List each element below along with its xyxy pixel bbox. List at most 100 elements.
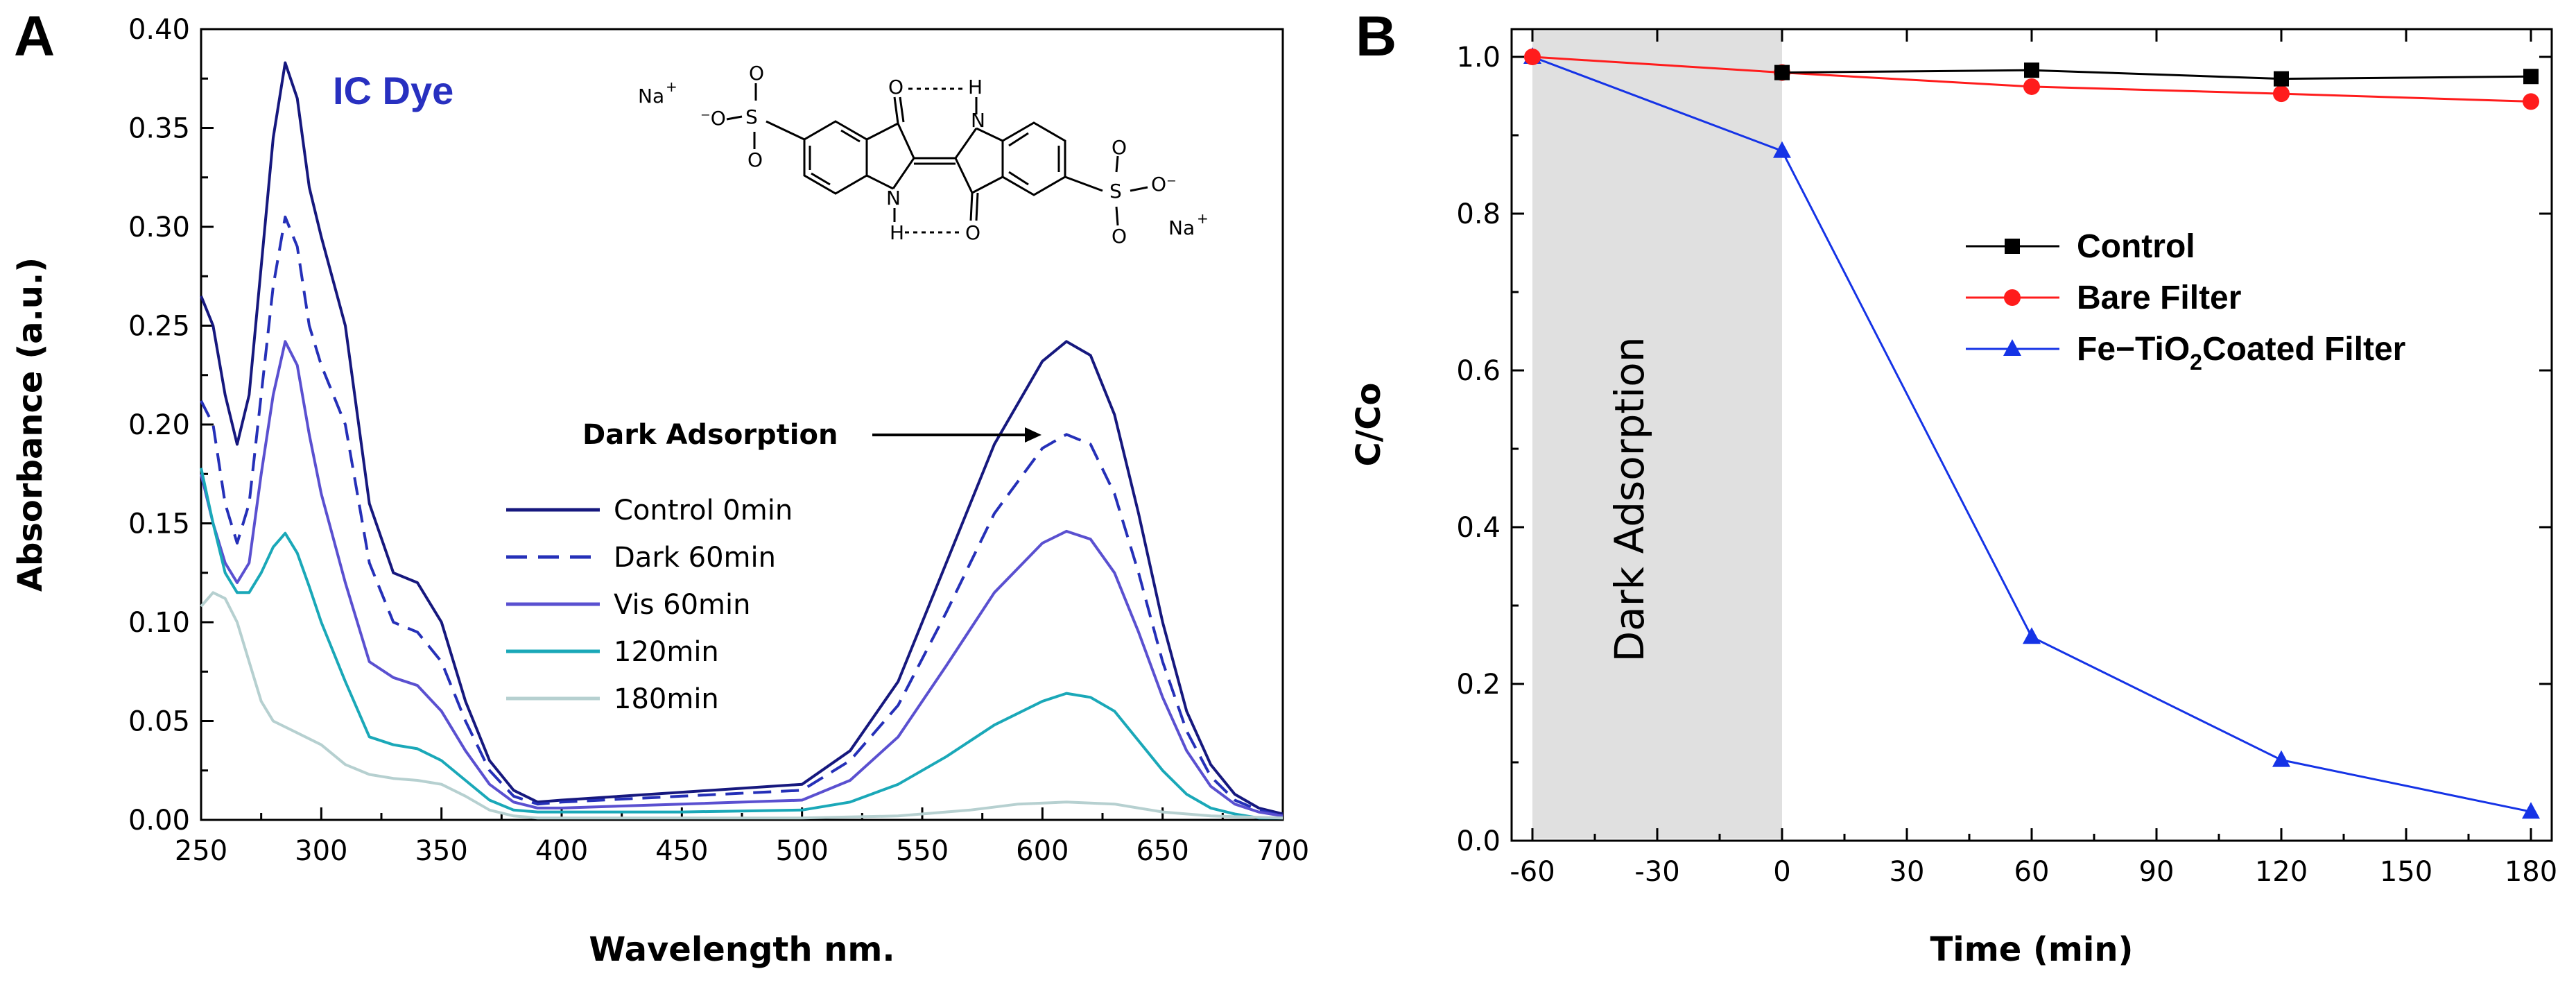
legend-b: Control Bare Filter Fe−TiO2Coated Filter: [1966, 228, 2405, 375]
plot-b: -60 -30 0 30 60 90 120 150 180 0.0 0.2 0.4 0.6 0.8 1.0…: [1349, 28, 2557, 969]
legend-a-label-1: Dark 60min: [614, 542, 776, 574]
panel-label-a: A: [14, 5, 55, 68]
legend-a-label-0: Control 0min: [614, 495, 793, 526]
y-tick-label-a: 0.00: [128, 805, 190, 837]
plot-a-ticks: 250 300 350 400 450 500 550 600 650 700 0.00 0.05 0.…: [128, 14, 1309, 867]
dark-adsorption-annotation: Dark Adsorption: [582, 419, 838, 451]
y-tick-label-a: 0.35: [128, 113, 190, 145]
legend-b-marker-1: [2004, 289, 2021, 306]
o-right-bottom-label: O: [1112, 225, 1127, 248]
x-axis-title-a: Wavelength nm.: [589, 930, 894, 969]
x-tick-label-b: 30: [1890, 856, 1925, 888]
x-tick-label-a: 550: [896, 835, 949, 867]
legend-b-label-0: Control: [2077, 228, 2195, 265]
x-tick-label-a: 700: [1256, 835, 1309, 867]
y-tick-label-b: 0.8: [1456, 198, 1501, 230]
legend-b-label-1: Bare Filter: [2077, 280, 2241, 316]
x-axis-title-b: Time (min): [1930, 930, 2134, 969]
plot-b-ticks: -60 -30 0 30 60 90 120 150 180 0.0 0.2 0.4 0.6 0.8 1.0: [1456, 29, 2557, 888]
series-b-marker-0: [2523, 69, 2539, 85]
x-tick-label-a: 450: [655, 835, 708, 867]
x-tick-label-a: 600: [1016, 835, 1069, 867]
y-tick-label-a: 0.25: [128, 311, 190, 343]
y-tick-label-b: 0.4: [1456, 512, 1501, 544]
x-tick-label-b: 180: [2505, 856, 2557, 888]
y-tick-label-b: 1.0: [1456, 42, 1501, 74]
o-left-minus-label: ⁻O: [700, 107, 726, 130]
plot-b-series: [1523, 47, 2540, 819]
x-tick-label-a: 250: [175, 835, 227, 867]
series-b-marker-2: [2522, 802, 2540, 819]
legend-b-marker-0: [2005, 239, 2020, 254]
legend-b-label-2: Fe−TiO2Coated Filter: [2077, 331, 2405, 375]
y-tick-label-b: 0.2: [1456, 669, 1501, 701]
o-right-minus-label: O⁻: [1151, 173, 1177, 196]
o-left-bottom-label: O: [747, 148, 763, 171]
dark-adsorption-label: Dark Adsorption: [1606, 336, 1653, 662]
x-tick-label-b: 60: [2014, 856, 2050, 888]
y-axis-title-a: Absorbance (a.u.): [11, 257, 50, 592]
series-b-marker-1: [2023, 78, 2040, 95]
legend-a: Control 0min Dark 60min Vis 60min 120min 180…: [506, 495, 793, 715]
x-tick-label-b: 90: [2139, 856, 2175, 888]
legend-a-label-4: 180min: [614, 683, 719, 715]
y-tick-label-a: 0.05: [128, 706, 190, 738]
series-b-line-0: [1781, 69, 2532, 80]
x-tick-label-a: 500: [775, 835, 828, 867]
y-tick-label-b: 0.6: [1456, 355, 1501, 387]
series-a-line-0: [200, 61, 1283, 816]
series-b-marker-0: [2274, 71, 2289, 87]
plot-a-series: [200, 61, 1283, 820]
x-tick-label-b: -30: [1634, 856, 1679, 888]
y-tick-label-a: 0.10: [128, 607, 190, 639]
s-right-label: S: [1109, 180, 1122, 203]
x-tick-label-a: 400: [535, 835, 588, 867]
o-bottom-label: O: [965, 221, 980, 244]
series-b-marker-0: [1774, 65, 1790, 80]
x-tick-label-a: 350: [415, 835, 467, 867]
y-tick-label-b: 0.0: [1456, 825, 1501, 857]
x-tick-label-b: 0: [1773, 856, 1790, 888]
n-top-label: N: [971, 109, 985, 132]
h-top-label: H: [968, 76, 983, 98]
series-a-line-3: [200, 468, 1283, 820]
x-tick-label-a: 300: [295, 835, 347, 867]
series-b-marker-1: [2523, 93, 2539, 110]
legend-a-label-2: Vis 60min: [614, 589, 750, 621]
legend-a-label-3: 120min: [614, 636, 719, 668]
series-b-marker-1: [1524, 49, 1541, 65]
o-top-label: O: [888, 76, 904, 98]
structure-labels: Na S O O ⁻O O H N N H O S O O O⁻ Na + +: [638, 62, 1209, 248]
dark-adsorption-region: [1532, 31, 1782, 839]
ic-dye-label: IC Dye: [333, 69, 453, 112]
x-tick-label-a: 650: [1136, 835, 1188, 867]
h-bottom-label: H: [890, 221, 904, 244]
y-axis-title-b: C/Co: [1349, 383, 1388, 467]
series-b-marker-1: [2273, 85, 2290, 103]
o-left-top-label: O: [749, 62, 764, 85]
series-a-line-4: [200, 591, 1283, 820]
o-right-top-label: O: [1112, 136, 1127, 159]
s-left-label: S: [745, 105, 758, 128]
plot-a: 250 300 350 400 450 500 550 600 650 700 0.00 0.05 0.…: [11, 14, 1309, 969]
indigo-carmine-structure: [726, 83, 1148, 234]
x-tick-label-b: 120: [2255, 856, 2308, 888]
series-b-marker-2: [1773, 141, 1791, 158]
na-right-plus: +: [1197, 210, 1209, 227]
y-tick-label-a: 0.40: [128, 14, 190, 46]
series-a-line-2: [200, 340, 1283, 818]
panel-label-b: B: [1356, 5, 1397, 68]
y-tick-label-a: 0.15: [128, 508, 190, 540]
n-bottom-label: N: [886, 187, 901, 209]
x-tick-label-b: -60: [1510, 856, 1555, 888]
x-tick-label-b: 150: [2380, 856, 2432, 888]
na-left-plus: +: [666, 78, 677, 95]
series-b-marker-2: [2272, 750, 2290, 767]
legend-b-marker-2: [2003, 339, 2021, 356]
y-tick-label-a: 0.20: [128, 409, 190, 441]
series-b-marker-2: [2023, 627, 2041, 644]
na-right-label: Na: [1168, 216, 1195, 239]
y-tick-label-a: 0.30: [128, 212, 190, 243]
na-left-label: Na: [638, 85, 664, 108]
